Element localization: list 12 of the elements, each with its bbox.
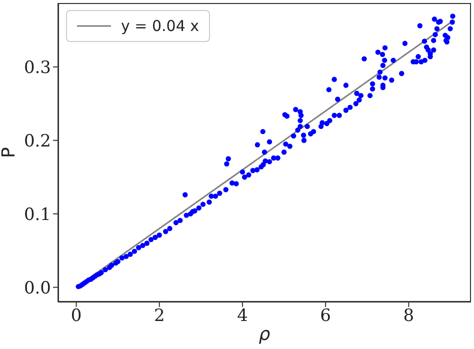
x-axis-title: ρ bbox=[258, 324, 271, 345]
x-tick-label: 8 bbox=[403, 306, 414, 326]
x-tick-label: 2 bbox=[154, 306, 165, 326]
y-axis-title: P bbox=[0, 146, 20, 158]
y-tick-label: 0.2 bbox=[24, 131, 51, 152]
y-tick-label: 0.0 bbox=[24, 278, 51, 298]
x-tick-label: 6 bbox=[320, 306, 331, 326]
x-tick-label: 4 bbox=[237, 306, 248, 326]
y-tick-label: 0.1 bbox=[24, 204, 51, 225]
legend-label: y = 0.04 x bbox=[121, 17, 200, 35]
y-tick-label: 0.3 bbox=[24, 58, 51, 78]
x-tick-label: 0 bbox=[70, 306, 82, 326]
